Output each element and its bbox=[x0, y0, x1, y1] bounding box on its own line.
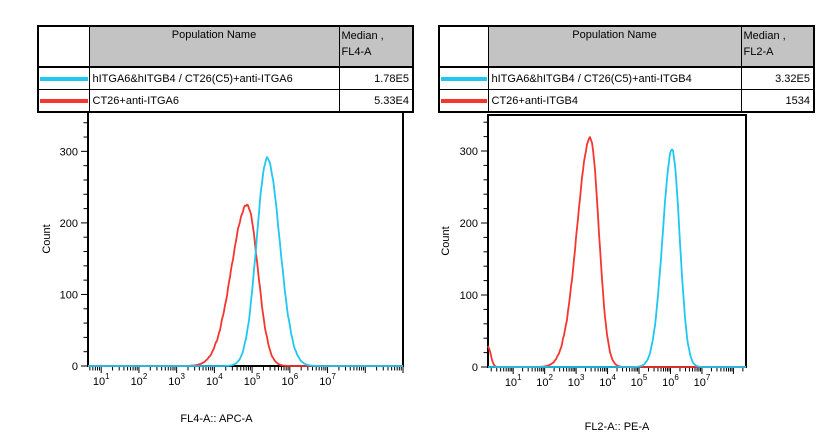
stat-table-left: Population Name Median , FL4-A hITGA6&hI… bbox=[37, 25, 414, 113]
y-tick-label: 200 bbox=[60, 218, 78, 230]
table-corner-cell bbox=[37, 25, 90, 68]
histogram-curve-cyan bbox=[488, 148, 746, 368]
x-axis-title-right: FL2-A:: PE-A bbox=[584, 421, 650, 433]
x-tick-label: 104 bbox=[599, 373, 616, 389]
population-name-header: Population Name bbox=[88, 25, 340, 68]
x-tick-label: 101 bbox=[505, 373, 522, 389]
table-row: CT26+anti-ITGB4 1534 bbox=[438, 89, 815, 113]
histogram-curve-red bbox=[487, 136, 746, 368]
median-value: 5.33E4 bbox=[338, 89, 414, 113]
median-header: Median , FL4-A bbox=[338, 25, 414, 68]
median-header-line2: FL4-A bbox=[341, 45, 372, 58]
cyan-series-swatch bbox=[441, 76, 487, 81]
table-header-row: Population Name Median , FL4-A bbox=[37, 25, 414, 68]
x-tick-label: 103 bbox=[168, 372, 185, 388]
median-header-line2: FL2-A bbox=[743, 45, 774, 58]
y-axis-title-right: Count bbox=[440, 226, 452, 256]
x-tick-label: 107 bbox=[319, 372, 336, 388]
y-tick-label: 100 bbox=[460, 290, 478, 302]
y-axis-title-left: Count bbox=[41, 224, 53, 254]
plot-border bbox=[487, 114, 747, 368]
y-tick-label: 100 bbox=[60, 289, 78, 301]
population-name-header: Population Name bbox=[487, 25, 742, 68]
y-tick-label: 200 bbox=[460, 218, 478, 230]
y-tick-label: 0 bbox=[72, 361, 78, 373]
x-tick-label: 106 bbox=[281, 372, 298, 388]
table-row: hITGA6&hITGB4 / CT26(C5)+anti-ITGB4 3.32… bbox=[438, 66, 815, 90]
table-corner-cell bbox=[438, 25, 489, 68]
median-value: 1534 bbox=[740, 89, 815, 113]
median-header: Median , FL2-A bbox=[740, 25, 815, 68]
red-series-swatch bbox=[441, 98, 487, 103]
x-tick-label: 106 bbox=[662, 373, 679, 389]
x-axis-title-left: FL4-A:: APC-A bbox=[180, 413, 253, 425]
median-header-line1: Median , bbox=[341, 30, 384, 42]
x-tick-label: 101 bbox=[93, 372, 110, 388]
cyan-series-swatch bbox=[40, 76, 88, 81]
y-tick-label: 300 bbox=[460, 146, 478, 158]
y-tick-label: 0 bbox=[472, 362, 478, 374]
x-tick-label: 104 bbox=[206, 372, 223, 388]
x-tick-label: 105 bbox=[631, 373, 648, 389]
median-value: 3.32E5 bbox=[740, 66, 815, 90]
table-row: CT26+anti-ITGA6 5.33E4 bbox=[37, 89, 414, 113]
x-tick-label: 103 bbox=[568, 373, 585, 389]
histogram-curve-cyan bbox=[88, 156, 403, 367]
table-header-row: Population Name Median , FL2-A bbox=[438, 25, 815, 68]
median-header-line1: Median , bbox=[743, 30, 786, 42]
y-tick-label: 300 bbox=[60, 146, 78, 158]
stat-table-right: Population Name Median , FL2-A hITGA6&hI… bbox=[438, 25, 815, 113]
table-row: hITGA6&hITGB4 / CT26(C5)+anti-ITGA6 1.78… bbox=[37, 66, 414, 90]
red-series-swatch bbox=[40, 98, 88, 103]
x-tick-label: 102 bbox=[536, 373, 553, 389]
x-tick-label: 107 bbox=[694, 373, 711, 389]
x-tick-label: 102 bbox=[131, 372, 148, 388]
population-name: CT26+anti-ITGB4 bbox=[487, 89, 742, 113]
plot-border bbox=[87, 111, 404, 367]
x-tick-label: 105 bbox=[244, 372, 261, 388]
population-name: hITGA6&hITGB4 / CT26(C5)+anti-ITGA6 bbox=[88, 66, 340, 90]
